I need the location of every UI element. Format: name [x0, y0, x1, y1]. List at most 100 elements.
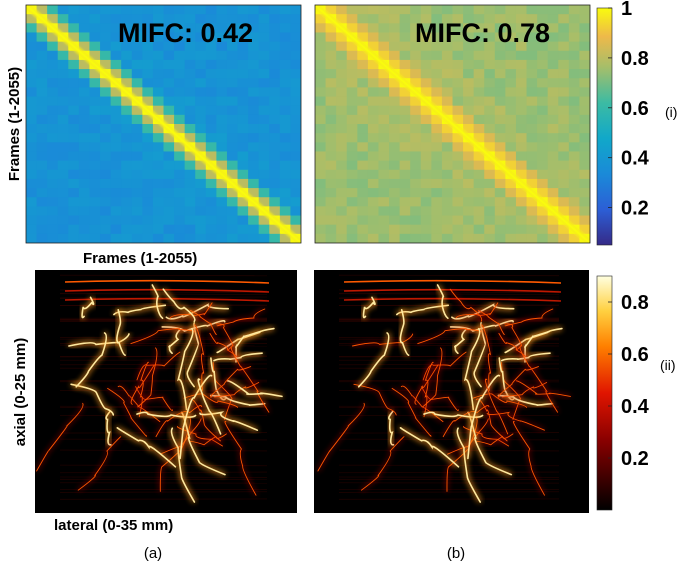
corr-left-cell [163, 142, 175, 153]
corr-left-cell [131, 197, 143, 207]
corr-right-cell [336, 78, 348, 88]
corr-right-cell [505, 142, 517, 153]
corr-right-cell [431, 78, 443, 88]
corr-right-cell [431, 206, 443, 217]
heatmap-top-right-frame [314, 4, 591, 244]
corr-left-cell [269, 160, 281, 171]
corr-left-cell [26, 224, 38, 235]
corr-left-cell [237, 23, 249, 34]
vessel-right-noise [338, 318, 560, 321]
corr-right-cell [441, 87, 454, 98]
corr-right-cell [473, 160, 485, 171]
corr-right-cell [452, 59, 464, 70]
corr-left-cell [163, 224, 175, 235]
corr-left-cell [205, 215, 217, 226]
corr-left-cell [205, 124, 217, 134]
corr-left-cell [89, 23, 101, 34]
corr-right-cell [315, 133, 327, 143]
vessel-left-vessel [189, 398, 221, 442]
corr-right-cell [325, 114, 337, 125]
corr-left-cell [36, 178, 48, 189]
corr-left-cell [78, 142, 91, 153]
corr-right-cell [378, 233, 390, 243]
corr-left-cell [258, 160, 270, 171]
corr-right-cell [346, 23, 358, 34]
corr-right-cell [558, 178, 570, 189]
corr-right-cell [568, 96, 581, 107]
corr-right-cell [473, 96, 485, 107]
corr-right-cell [537, 215, 549, 226]
corr-left-cell [110, 41, 122, 52]
corr-left-cell [121, 224, 133, 235]
corr-left-cell [26, 59, 38, 70]
corr-left-cell [258, 178, 270, 189]
corr-right-cell [441, 224, 454, 235]
corr-left-cell [152, 5, 165, 15]
corr-left-cell [152, 59, 165, 70]
corr-left-cell [110, 114, 122, 125]
corr-left-cell [131, 59, 143, 70]
vessel-right-noise [338, 337, 560, 339]
corr-right-cell [346, 151, 358, 162]
corr-right-cell [463, 14, 475, 24]
vessel-right-vessel [501, 352, 551, 362]
corr-right-cell [315, 197, 327, 207]
corr-left-cell [78, 32, 91, 43]
corr-right-cell [315, 178, 327, 189]
corr-right-cell [547, 133, 559, 143]
corr-right-cell [441, 59, 454, 70]
corr-right-cell [410, 124, 422, 134]
corr-left-cell [226, 224, 239, 235]
corr-left-cell [152, 169, 165, 180]
corr-right-cell [558, 41, 570, 52]
corr-right-cell [378, 215, 390, 226]
corr-left-cell [47, 114, 59, 125]
corr-left-cell [290, 50, 301, 61]
corr-left-cell [248, 59, 260, 70]
corr-left-cell [26, 215, 38, 226]
corr-right-cell [410, 233, 422, 243]
corr-right-cell [336, 197, 348, 207]
corr-left-cell [258, 169, 270, 180]
corr-left-cell [205, 169, 217, 180]
corr-left-cell [142, 124, 154, 134]
corr-right-cell [378, 5, 390, 15]
corr-right-cell [537, 69, 549, 79]
corr-left-cell [248, 124, 260, 134]
corr-left-cell [226, 105, 239, 116]
corr-left-cell [248, 14, 260, 24]
corr-right-cell [494, 114, 506, 125]
corr-right-cell [526, 224, 538, 235]
corr-left-cell [279, 215, 292, 226]
corr-right-cell [558, 224, 570, 235]
colorbar-tick-label: 0.8 [621, 292, 649, 314]
corr-left-cell [248, 188, 260, 198]
corr-left-cell [152, 233, 165, 243]
corr-left-cell [248, 78, 260, 88]
corr-right-cell [473, 188, 485, 198]
corr-right-cell [505, 233, 517, 243]
mifc-title-left: MIFC: 0.42 [118, 18, 253, 48]
corr-right-cell [463, 188, 475, 198]
corr-right-cell [537, 188, 549, 198]
corr-right-cell [558, 59, 570, 70]
corr-right-cell [515, 114, 528, 125]
corr-right-cell [357, 78, 369, 88]
corr-left-cell [142, 87, 154, 98]
corr-left-cell [36, 206, 48, 217]
corr-right-cell [431, 188, 443, 198]
corr-right-cell [431, 5, 443, 15]
vessel-left-surface-band [64, 279, 270, 284]
corr-right-cell [494, 105, 506, 116]
corr-right-cell [315, 215, 327, 226]
corr-right-cell [579, 169, 590, 180]
corr-left-cell [89, 160, 101, 171]
corr-left-cell [110, 23, 122, 34]
corr-left-cell [226, 96, 239, 107]
corr-left-cell [205, 32, 217, 43]
corr-left-cell [36, 133, 48, 143]
corr-right-cell [484, 133, 496, 143]
corr-left-cell [163, 50, 175, 61]
corr-left-cell [36, 142, 48, 153]
corr-right-cell [336, 188, 348, 198]
